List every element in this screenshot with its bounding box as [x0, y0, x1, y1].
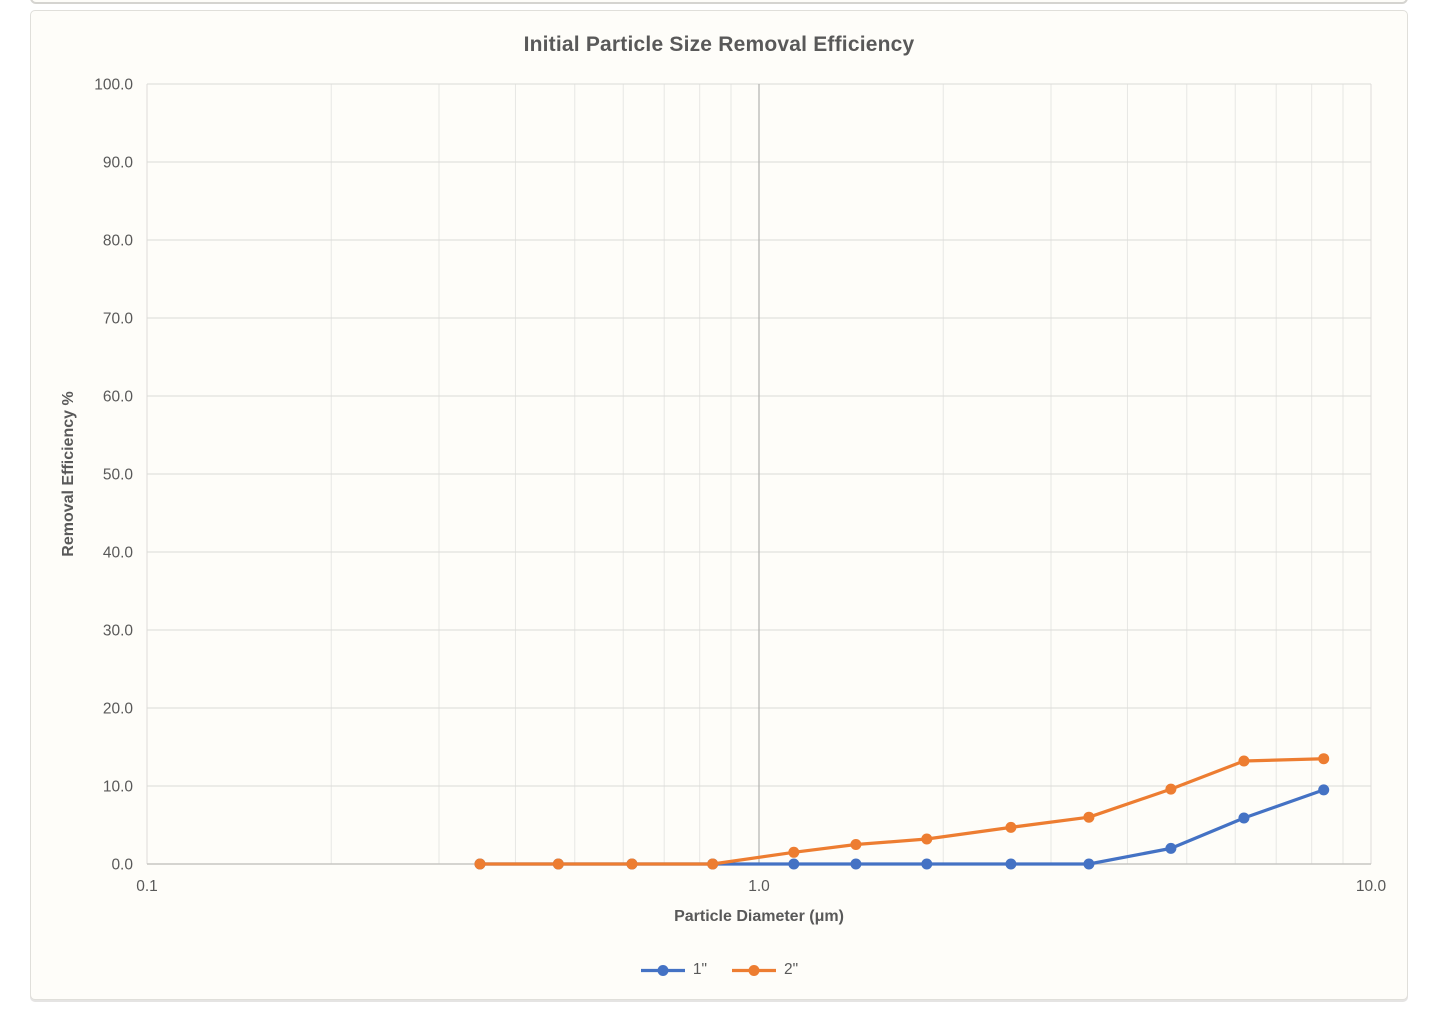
- legend-item-1-inch: 1": [640, 961, 707, 979]
- y-tick-label: 100.0: [94, 77, 133, 94]
- series-1-point: [474, 858, 486, 870]
- legend-marker-1-inch-icon: [640, 964, 685, 976]
- series-0-point: [850, 858, 862, 870]
- y-tick-label: 50.0: [103, 467, 134, 484]
- plot-area: 0.0 10.0 20.0 30.0 40.0 50.0 60.0 70.0 80.0 90.0 1…: [94, 77, 1387, 896]
- previous-card-bottom-edge: [30, 0, 1408, 4]
- series-1-point: [1165, 783, 1177, 795]
- chart-title: Initial Particle Size Removal Efficiency: [523, 33, 915, 56]
- series-1-point: [788, 846, 800, 858]
- x-tick-label: 1.0: [748, 878, 770, 895]
- series-1-point: [1083, 811, 1095, 823]
- chart-card: Initial Particle Size Removal Efficiency…: [30, 10, 1408, 1000]
- x-axis-title: Particle Diameter (μm): [674, 908, 844, 925]
- y-axis-title: Removal Efficiency %: [60, 391, 77, 557]
- series-0-line: [478, 788, 1326, 866]
- series-0-point: [1165, 842, 1177, 854]
- y-tick-label: 30.0: [103, 623, 134, 640]
- legend-marker-2-inch-icon: [732, 964, 776, 976]
- series-0-point: [1083, 858, 1095, 870]
- y-tick-label: 90.0: [103, 155, 134, 172]
- series-0-point: [1318, 784, 1330, 796]
- series-1-point: [626, 858, 638, 870]
- legend-label-1-inch: 1": [692, 961, 707, 978]
- series-0-point: [788, 858, 800, 870]
- legend-dot-1-inch: [657, 964, 669, 976]
- legend-item-2-inch: 2": [731, 961, 798, 979]
- y-tick-label: 0.0: [111, 857, 133, 874]
- series-1-line: [478, 757, 1326, 866]
- y-tick-label: 70.0: [103, 311, 134, 328]
- series-1-point: [1318, 753, 1330, 765]
- series-0-point: [921, 858, 933, 870]
- series-1-point: [552, 858, 564, 870]
- y-tick-label: 20.0: [103, 701, 134, 718]
- series-1-point: [1238, 755, 1250, 767]
- legend-label-2-inch: 2": [784, 961, 799, 978]
- series-0-point: [1005, 858, 1017, 870]
- x-tick-label: 0.1: [136, 878, 158, 895]
- legend: 1" 2": [31, 959, 1407, 981]
- x-tick-label: 10.0: [1356, 878, 1387, 895]
- y-tick-label: 10.0: [103, 779, 134, 796]
- series-1-point: [850, 839, 862, 850]
- series-1-point: [1005, 821, 1017, 833]
- series-0-point: [1238, 812, 1250, 824]
- y-tick-label: 60.0: [103, 389, 134, 406]
- series-1-point: [707, 858, 719, 870]
- y-tick-label: 40.0: [103, 545, 134, 562]
- series-1-point: [921, 833, 933, 845]
- legend-dot-2-inch: [748, 964, 760, 976]
- y-tick-label: 80.0: [103, 233, 134, 250]
